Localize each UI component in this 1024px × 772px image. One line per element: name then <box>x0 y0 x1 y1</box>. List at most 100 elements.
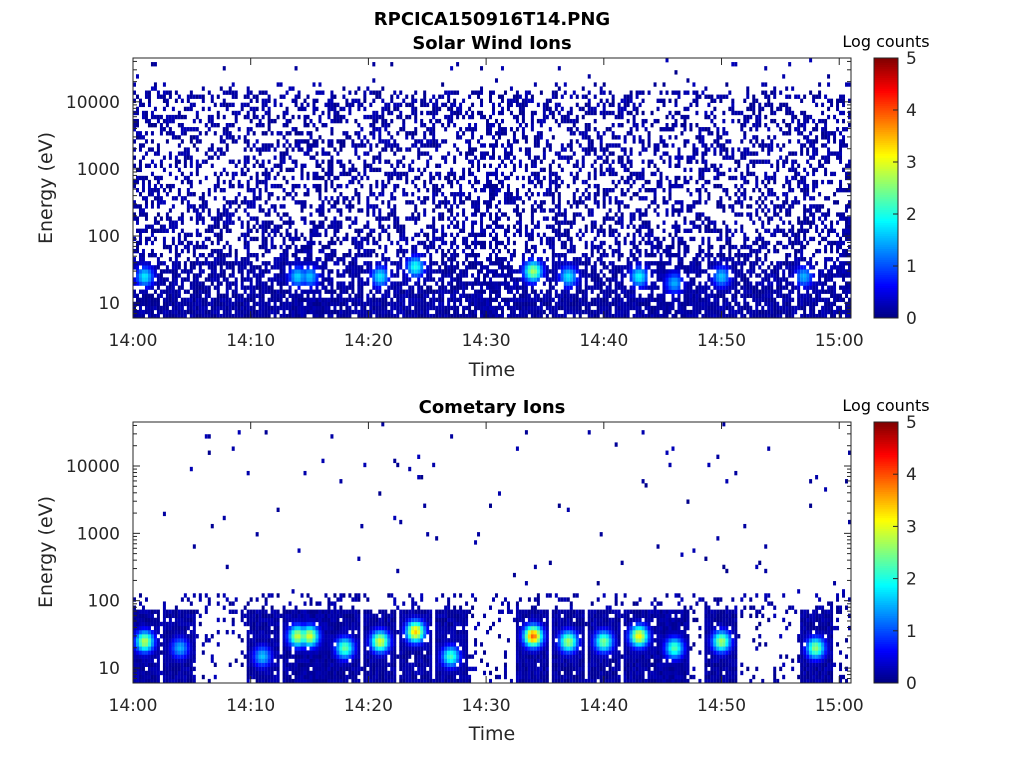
heatmap-cell <box>261 236 265 242</box>
heatmap-cell <box>288 216 292 221</box>
heatmap-cell <box>183 261 187 266</box>
heatmap-cell <box>635 90 639 95</box>
heatmap-cell <box>396 171 400 177</box>
heatmap-cell <box>468 147 472 152</box>
heatmap-cell <box>569 285 573 290</box>
heatmap-cell <box>462 175 466 181</box>
heatmap-cell <box>168 293 172 298</box>
heatmap-cell <box>156 277 160 282</box>
heatmap-cell <box>474 175 478 181</box>
heatmap-cell <box>426 273 430 278</box>
heatmap-cell <box>345 265 349 270</box>
heatmap-cell <box>506 313 510 319</box>
heatmap-cell <box>453 224 457 229</box>
heatmap-cell <box>423 94 427 99</box>
heatmap-cell <box>216 261 220 266</box>
heatmap-cell <box>411 257 415 262</box>
heatmap-cell <box>234 297 238 303</box>
heatmap-cell <box>584 131 588 136</box>
heatmap-cell <box>360 285 364 290</box>
heatmap-cell <box>291 277 295 282</box>
heatmap-cell <box>668 269 672 274</box>
heatmap-cell <box>500 94 504 99</box>
heatmap-cell <box>378 139 382 144</box>
heatmap-cell <box>183 265 187 270</box>
heatmap-cell <box>267 301 271 307</box>
heatmap-cell <box>659 261 663 266</box>
heatmap-cell <box>468 151 472 156</box>
heatmap-cell <box>246 220 250 225</box>
heatmap-cell <box>533 208 537 213</box>
heatmap-cell <box>381 273 385 278</box>
heatmap-cell <box>255 139 259 144</box>
heatmap-cell <box>303 257 307 262</box>
heatmap-cell <box>282 277 286 282</box>
heatmap-cell <box>141 188 145 193</box>
heatmap-cell <box>333 301 337 307</box>
heatmap-cell <box>261 98 265 103</box>
heatmap-cell <box>569 118 573 124</box>
heatmap-cell <box>369 289 373 294</box>
heatmap-cell <box>399 261 403 266</box>
heatmap-cell <box>285 297 289 303</box>
heatmap-cell <box>393 305 397 311</box>
heatmap-cell <box>378 212 382 217</box>
heatmap-cell <box>282 269 286 274</box>
heatmap-cell <box>623 265 627 270</box>
heatmap-cell <box>240 232 244 238</box>
heatmap-cell <box>647 313 651 319</box>
heatmap-cell <box>608 167 612 173</box>
heatmap-cell <box>279 151 283 156</box>
heatmap-cell <box>180 309 184 315</box>
heatmap-cell <box>276 257 280 262</box>
heatmap-cell <box>489 114 492 120</box>
heatmap-cell <box>285 220 289 225</box>
heatmap-cell <box>483 305 487 311</box>
heatmap-cell <box>632 305 636 311</box>
heatmap-cell <box>471 135 475 140</box>
heatmap-cell <box>450 118 454 124</box>
heatmap-cell <box>489 127 492 132</box>
heatmap-cell <box>560 155 564 160</box>
heatmap-cell <box>297 143 301 148</box>
heatmap-cell <box>399 127 403 132</box>
heatmap-cell <box>243 244 247 250</box>
heatmap-cell <box>602 151 606 156</box>
heatmap-cell <box>474 281 478 286</box>
heatmap-cell <box>357 86 361 91</box>
heatmap-cell <box>324 232 328 238</box>
heatmap-cell <box>539 240 543 246</box>
heatmap-cell <box>354 167 358 173</box>
heatmap-cell <box>222 90 226 95</box>
heatmap-cell <box>477 200 481 205</box>
heatmap-cell <box>426 269 430 274</box>
heatmap-cell <box>375 110 379 116</box>
heatmap-cell <box>402 269 406 274</box>
heatmap-cell <box>483 244 487 250</box>
heatmap-cell <box>183 309 187 315</box>
heatmap-cell <box>264 188 268 193</box>
heatmap-cell <box>662 82 666 87</box>
heatmap-cell <box>557 175 561 181</box>
heatmap-cell <box>345 253 349 258</box>
heatmap-cell <box>450 265 454 270</box>
heatmap-cell <box>506 301 510 307</box>
heatmap-cell <box>602 220 606 225</box>
heatmap-cell <box>258 309 262 315</box>
heatmap-cell <box>489 212 492 217</box>
heatmap-cell <box>399 244 403 250</box>
heatmap-cell <box>608 269 612 274</box>
heatmap-cell <box>180 228 184 233</box>
heatmap-cell <box>468 127 472 132</box>
heatmap-cell <box>381 114 385 120</box>
heatmap-cell <box>453 297 457 303</box>
heatmap-cell <box>279 281 283 286</box>
heatmap-cell <box>536 293 540 298</box>
heatmap-cell <box>486 200 490 205</box>
heatmap-cell <box>641 159 645 164</box>
heatmap-cell <box>477 208 481 213</box>
heatmap-cell <box>273 301 277 307</box>
heatmap-cell <box>471 248 475 254</box>
heatmap-cell <box>471 212 475 217</box>
heatmap-cell <box>527 257 531 262</box>
